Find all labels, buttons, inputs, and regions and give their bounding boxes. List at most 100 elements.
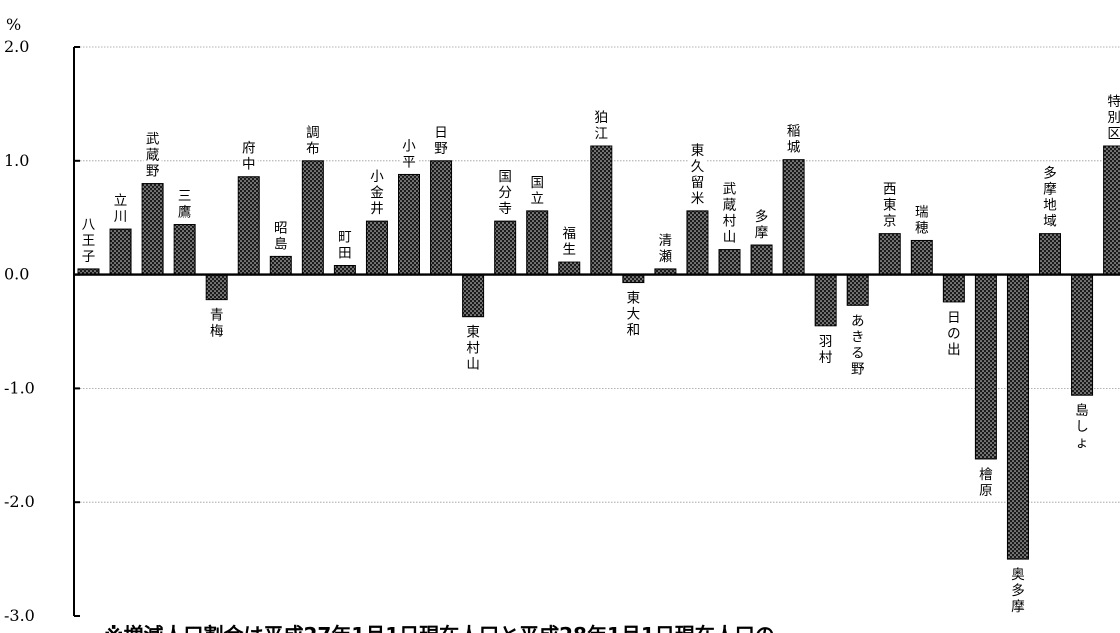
category-label: 小金井: [370, 169, 384, 217]
axes: 2.0 1.0 0.0 -1.0 -2.0 -3.0: [4, 37, 1120, 625]
label-background: [912, 203, 931, 237]
label-background: [367, 168, 386, 218]
category-label: 日の出: [947, 310, 961, 358]
category-label: 青梅: [210, 308, 224, 340]
label-background: [207, 306, 226, 340]
category-label: 羽村: [819, 334, 833, 366]
label-background: [1041, 164, 1059, 230]
label-background: [880, 180, 899, 230]
category-label: 国立: [530, 175, 544, 207]
y-tick-label: 0.0: [4, 265, 29, 284]
label-background: [111, 192, 130, 226]
category-label: 昭島: [274, 220, 288, 252]
bar: [590, 145, 613, 276]
category-label: 東村山: [466, 325, 480, 373]
bar: [1039, 233, 1061, 276]
bar: [814, 274, 837, 327]
bar: [141, 183, 164, 276]
bar: [1103, 145, 1120, 276]
label-background: [400, 137, 418, 171]
label-background: [303, 123, 322, 157]
bar: [1071, 274, 1094, 396]
bar: [237, 176, 260, 276]
bar: [750, 244, 773, 276]
label-background: [271, 219, 290, 253]
y-tick-label: 1.0: [4, 151, 29, 170]
label-background: [335, 228, 354, 262]
label-background: [752, 208, 771, 242]
label-background: [656, 231, 675, 265]
label-background: [560, 225, 579, 259]
label-background: [1073, 402, 1092, 452]
category-label: 府中: [242, 141, 256, 173]
label-background: [944, 308, 963, 358]
label-background: [976, 465, 995, 499]
category-label: 国分寺: [498, 169, 512, 217]
label-background: [1105, 93, 1120, 143]
category-label: 東久留米: [691, 143, 705, 207]
bar: [301, 160, 324, 276]
bar: [430, 160, 453, 276]
bar: [558, 261, 581, 276]
y-tick-label: 2.0: [4, 37, 29, 56]
bar: [109, 228, 132, 276]
category-label: 三鷹: [178, 189, 192, 221]
y-tick-label: -2.0: [4, 492, 35, 511]
category-label: 立川: [114, 193, 128, 225]
label-background: [175, 187, 194, 221]
category-label: 島しょ: [1075, 403, 1089, 451]
category-label: 町田: [338, 229, 352, 261]
bars: [77, 145, 1120, 560]
label-background: [816, 332, 835, 366]
category-label: 八王子: [82, 217, 96, 265]
bar: [398, 173, 420, 276]
bar: [878, 233, 901, 276]
bar: [718, 249, 741, 276]
label-background: [848, 312, 867, 378]
bar: [526, 210, 549, 276]
category-label: 武蔵野: [146, 132, 160, 180]
label-background: [784, 122, 803, 156]
category-label: あきる野: [851, 313, 865, 377]
label-background: [592, 109, 611, 143]
bar: [269, 255, 292, 276]
label-background: [688, 141, 707, 207]
bar: [942, 274, 965, 303]
category-label: 狛江: [595, 110, 609, 142]
label-background: [239, 139, 258, 173]
label-background: [1008, 566, 1027, 616]
bar: [333, 264, 356, 276]
y-tick-label: -1.0: [4, 378, 35, 397]
category-label: 福生: [563, 226, 577, 258]
bar: [173, 224, 196, 276]
category-label: 武蔵村山: [723, 182, 737, 246]
category-label: 瑞穂: [915, 204, 929, 236]
category-label: 調布: [306, 125, 320, 157]
category-label: 奥多摩: [1011, 566, 1025, 615]
bar: [686, 210, 709, 276]
category-label: 檜原: [979, 466, 993, 499]
category-label: 西東京: [883, 182, 897, 230]
bar: [910, 239, 933, 276]
bar: [494, 220, 517, 276]
label-background: [496, 168, 515, 218]
category-label: 多摩: [755, 208, 769, 241]
category-label: 東大和: [627, 291, 641, 339]
category-label: 稲城: [787, 124, 801, 156]
label-background: [464, 323, 483, 373]
category-label: 小平: [402, 138, 416, 170]
label-background: [432, 123, 451, 157]
category-label: 特別区: [1107, 94, 1120, 142]
label-background: [720, 180, 739, 246]
bar: [782, 159, 805, 276]
bar: [974, 274, 997, 460]
y-axis-unit: %: [6, 15, 21, 34]
bar: [1006, 274, 1029, 560]
bar: [462, 274, 485, 318]
bar: [846, 274, 869, 306]
category-label: 日野: [434, 125, 448, 157]
category-label: 多摩地域: [1043, 165, 1057, 230]
label-background: [143, 130, 162, 180]
